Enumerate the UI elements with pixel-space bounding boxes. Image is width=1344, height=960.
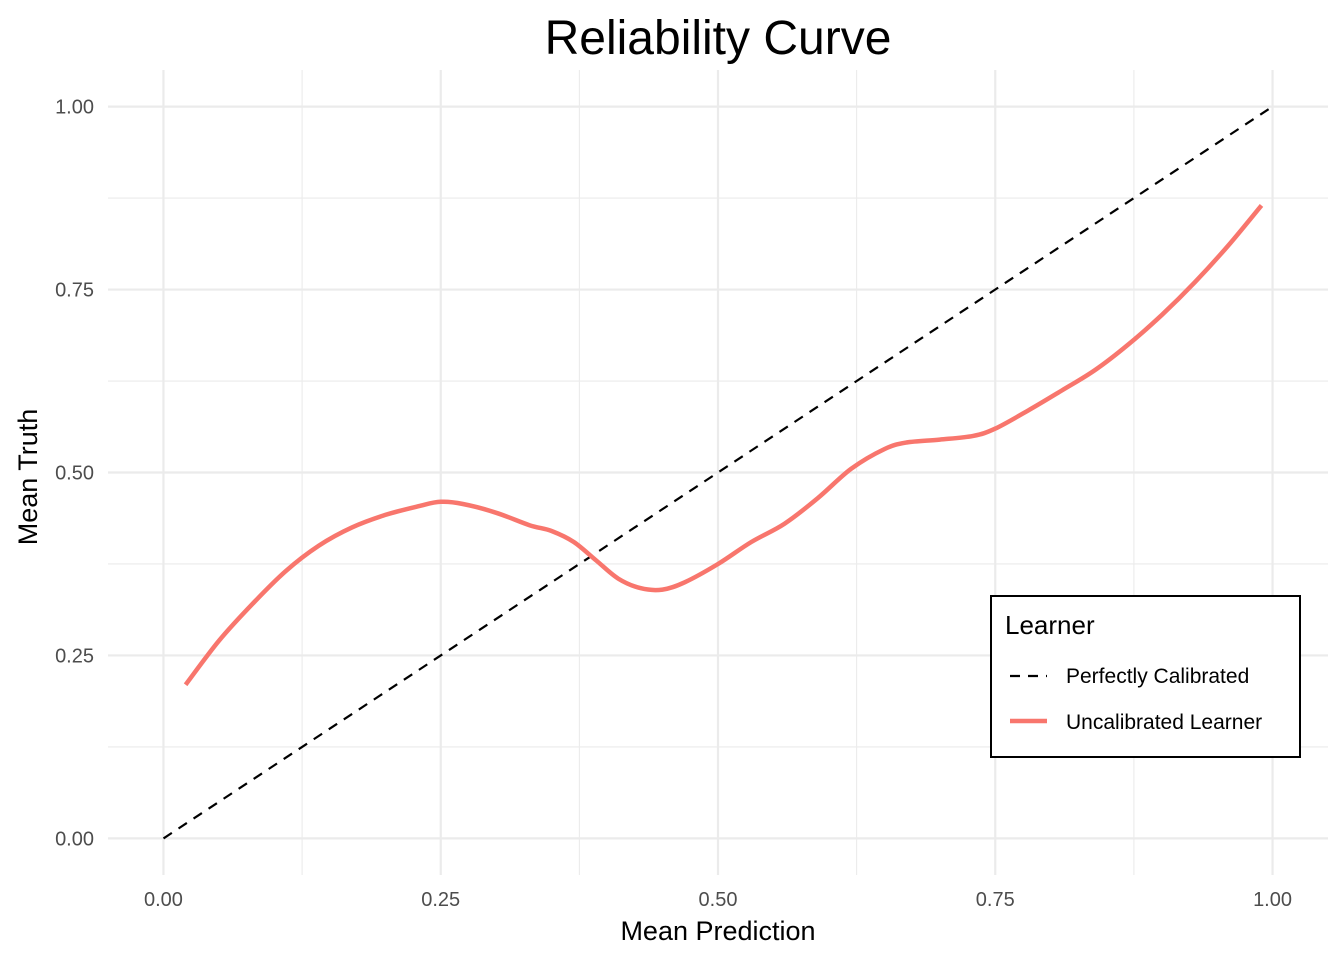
legend-label-perfectly-calibrated: Perfectly Calibrated [1066,665,1249,688]
x-tick-label: 0.25 [421,889,460,911]
y-tick-label: 0.50 [55,463,94,485]
x-tick-label: 0.00 [144,889,183,911]
y-axis-title: Mean Truth [13,409,43,546]
y-tick-label: 0.75 [55,280,94,302]
tick-labels: 0.00 0.25 0.50 0.75 1.00 0.00 0.25 0.50 0.75 1.00 [55,97,1292,911]
x-tick-label: 0.75 [976,889,1015,911]
x-tick-label: 0.50 [699,889,738,911]
y-tick-label: 0.00 [55,828,94,850]
legend-label-uncalibrated-learner: Uncalibrated Learner [1066,711,1262,734]
legend-box [990,595,1301,758]
legend: Learner Perfectly Calibrated Uncalibrate… [990,595,1301,758]
series-line-perfectly-calibrated [162,105,1274,840]
x-axis-title: Mean Prediction [620,916,815,946]
y-tick-label: 1.00 [55,97,94,119]
series-layer [162,105,1274,840]
chart-title: Reliability Curve [545,12,892,65]
legend-title: Learner [1005,610,1095,640]
y-tick-label: 0.25 [55,645,94,667]
x-tick-label: 1.00 [1253,889,1292,911]
series-line-uncalibrated-learner [183,203,1264,687]
